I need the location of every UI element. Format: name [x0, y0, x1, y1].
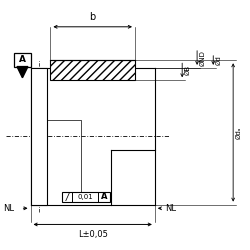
Bar	[62, 192, 110, 202]
Text: Ød: Ød	[216, 56, 222, 65]
Text: ØND: ØND	[200, 50, 205, 66]
Text: NL: NL	[3, 204, 14, 213]
Bar	[50, 60, 135, 80]
Bar	[30, 68, 47, 204]
Text: NL: NL	[165, 204, 176, 213]
Text: 0,01: 0,01	[77, 194, 93, 200]
Text: A: A	[101, 192, 107, 201]
Polygon shape	[17, 66, 28, 78]
Text: b: b	[90, 12, 96, 22]
Text: Ødₐ: Ødₐ	[236, 126, 242, 139]
Text: L±0,05: L±0,05	[78, 230, 108, 239]
Text: A: A	[19, 55, 26, 64]
Bar	[14, 53, 30, 66]
Text: /: /	[65, 192, 68, 202]
Text: ØB: ØB	[185, 65, 191, 75]
